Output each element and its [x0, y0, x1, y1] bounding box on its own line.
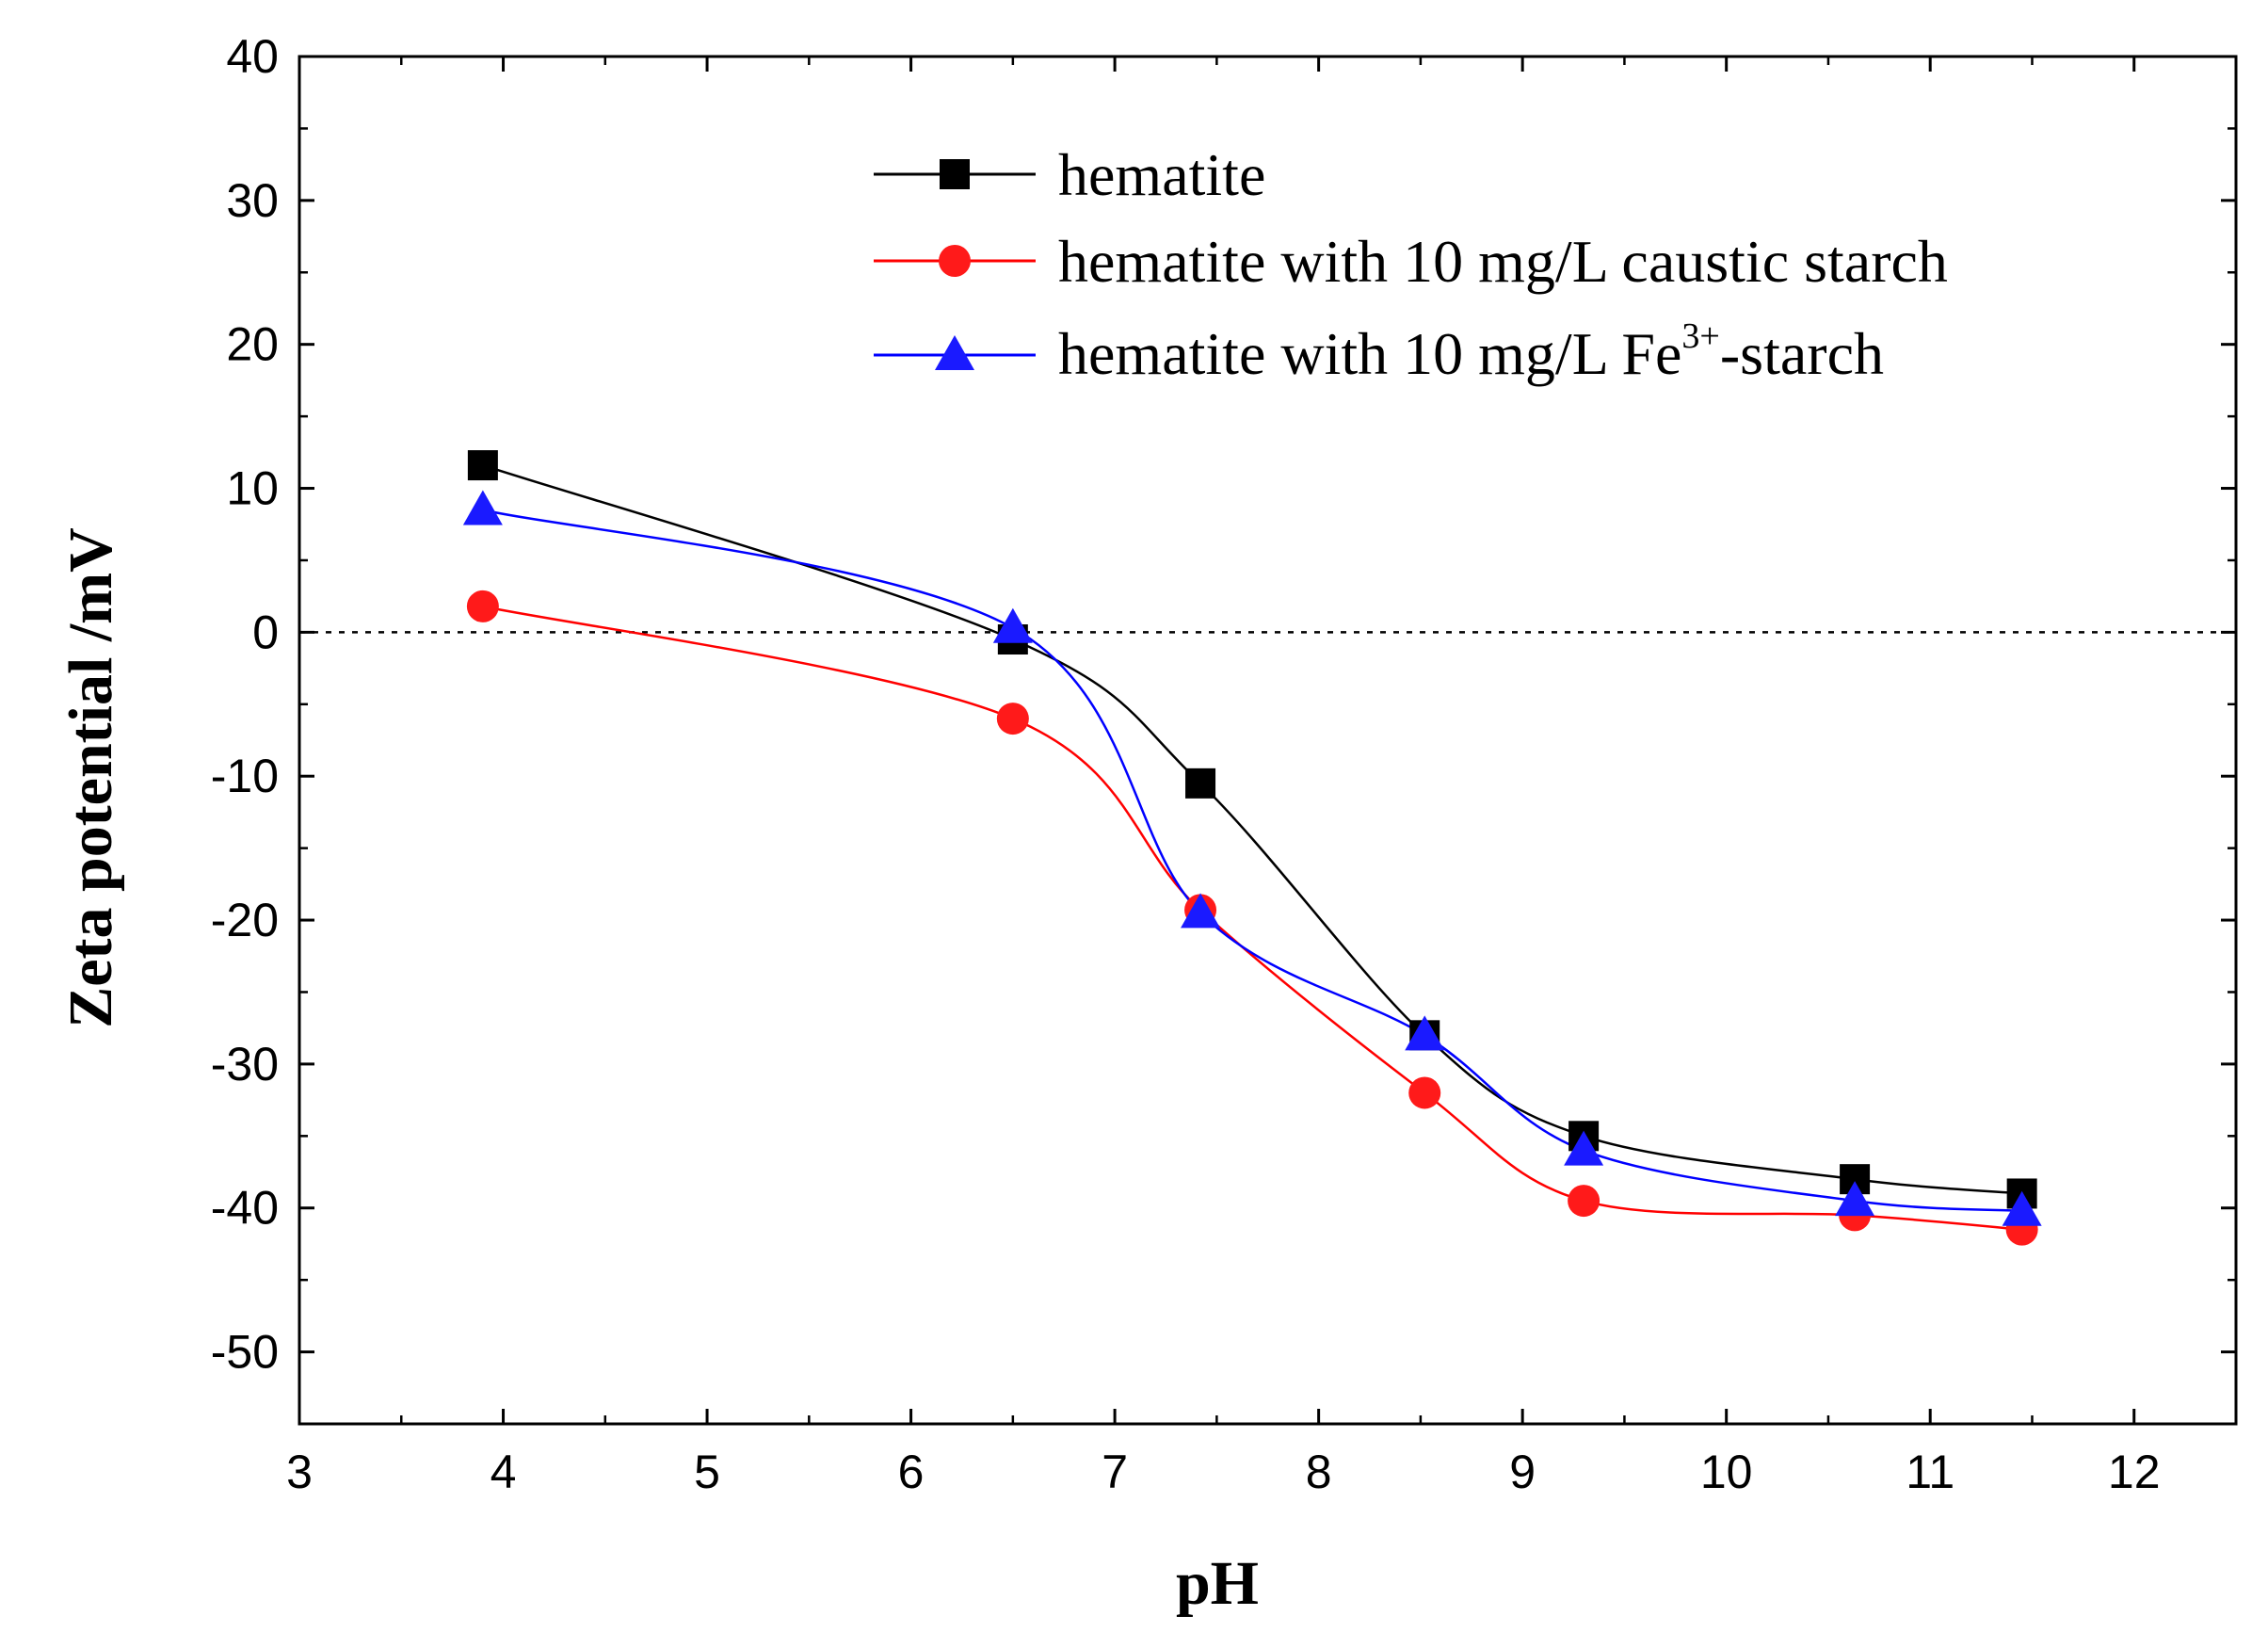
y-tick-label: -10 — [211, 750, 279, 802]
x-tick-label: 4 — [491, 1446, 517, 1498]
y-tick-label: 30 — [226, 174, 279, 227]
legend-label-hematite: hematite — [1058, 141, 1265, 208]
curve-caustic-starch — [482, 605, 2022, 1231]
y-axis-title: Zeta potential /mV — [56, 527, 125, 1028]
data-point-caustic-starch — [466, 590, 499, 622]
series-markers — [462, 450, 2042, 1246]
legend-label-fe-starch-superscript: 3+ — [1681, 316, 1719, 356]
x-tick-label: 7 — [1102, 1446, 1128, 1498]
data-point-caustic-starch — [996, 703, 1029, 735]
y-tick-label: -50 — [211, 1326, 279, 1379]
data-point-fe-starch — [1835, 1181, 1875, 1217]
x-tick-label: 10 — [1700, 1446, 1753, 1498]
y-tick-label: -30 — [211, 1038, 279, 1091]
legend-entry-fe-starch: hematite with 10 mg/L Fe3+-starch — [874, 316, 1884, 387]
x-tick-label: 12 — [2108, 1446, 2161, 1498]
plot-area — [299, 57, 2236, 1424]
y-tick-label: -20 — [211, 894, 279, 946]
x-tick-label: 11 — [1906, 1446, 1954, 1498]
data-point-fe-starch — [1564, 1130, 1604, 1166]
legend-label-fe-starch-suffix: -starch — [1720, 320, 1884, 387]
legend-label-fe-starch-main: hematite with 10 mg/L Fe — [1058, 320, 1681, 387]
y-tick-label: -40 — [211, 1182, 279, 1235]
x-tick-label: 3 — [286, 1446, 313, 1498]
y-tick-label: 0 — [252, 606, 279, 658]
axes: 3 4 5 6 7 8 9 10 11 12 40 30 20 10 0 -10 -20 -30 -40 -50 — [211, 30, 2238, 1498]
legend-marker-hematite — [940, 159, 970, 189]
curve-hematite — [482, 463, 2022, 1195]
x-tick-label: 9 — [1509, 1446, 1536, 1498]
x-tick-label: 8 — [1306, 1446, 1332, 1498]
y-tick-label: 20 — [226, 318, 279, 371]
legend: hematite hematite with 10 mg/L caustic s… — [874, 141, 1948, 387]
legend-marker-fe-starch — [935, 335, 974, 370]
data-point-fe-starch — [1405, 1015, 1445, 1051]
legend-marker-caustic-starch — [939, 245, 971, 277]
y-tick-label: 40 — [226, 30, 279, 83]
legend-label-fe-starch: hematite with 10 mg/L Fe3+-starch — [1058, 316, 1884, 387]
data-point-fe-starch — [462, 490, 503, 525]
x-tick-label: 6 — [898, 1446, 925, 1498]
data-point-fe-starch — [2002, 1190, 2042, 1226]
data-point-fe-starch — [1181, 893, 1221, 929]
curve-fe-starch — [482, 509, 2022, 1213]
x-axis-title: pH — [1176, 1549, 1259, 1618]
data-point-fe-starch — [992, 607, 1033, 643]
y-tick-label: 10 — [226, 462, 279, 515]
legend-entry-hematite: hematite — [874, 141, 1265, 208]
plot-background — [299, 57, 2236, 1424]
series-curves — [482, 463, 2022, 1231]
plot-frame — [298, 55, 2238, 1426]
legend-label-caustic-starch: hematite with 10 mg/L caustic starch — [1058, 228, 1948, 295]
legend-entry-caustic-starch: hematite with 10 mg/L caustic starch — [874, 228, 1948, 295]
data-point-caustic-starch — [1408, 1076, 1441, 1109]
x-tick-label: 5 — [694, 1446, 720, 1498]
data-point-hematite — [467, 450, 498, 481]
data-point-hematite — [1185, 768, 1216, 799]
data-point-caustic-starch — [1568, 1185, 1600, 1218]
